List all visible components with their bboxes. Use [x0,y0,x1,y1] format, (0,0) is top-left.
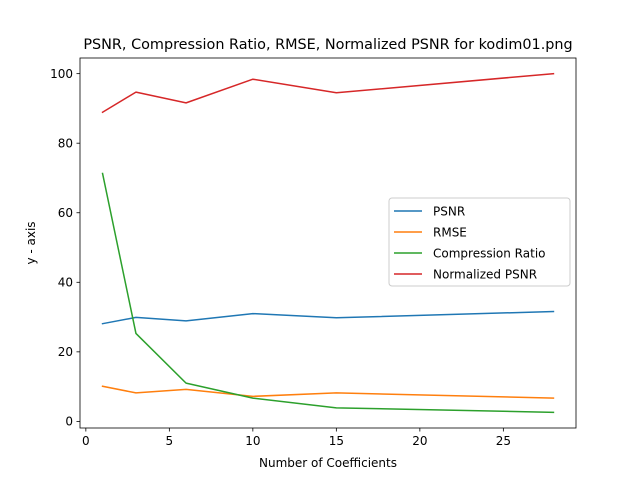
x-tick-label-2: 10 [245,434,260,448]
y-tick-label-1: 20 [58,345,73,359]
legend-label-2: Compression Ratio [433,246,546,260]
y-tick-label-4: 80 [58,136,73,150]
x-tick-label-1: 5 [166,434,174,448]
chart-title: PSNR, Compression Ratio, RMSE, Normalize… [83,37,572,53]
y-axis: 0 20 40 60 80 100 [50,67,80,429]
y-axis-label: y - axis [24,221,38,264]
series-line-0 [101,310,555,325]
x-tick-label-5: 25 [496,434,511,448]
legend-label-1: RMSE [433,225,467,239]
y-tick-label-2: 40 [58,275,73,289]
y-tick-label-3: 60 [58,206,73,220]
x-tick-label-4: 20 [412,434,427,448]
x-tick-label-0: 0 [82,434,90,448]
x-axis-label: Number of Coefficients [259,456,397,470]
legend-label-3: Normalized PSNR [433,267,537,281]
x-axis: 0 5 10 15 20 25 [82,428,511,448]
series-line-2 [101,172,555,414]
y-tick-label-5: 100 [50,67,73,81]
plot-frame [79,57,577,429]
legend: PSNR RMSE Compression Ratio Normalized PSNR [388,197,571,287]
y-tick-label-0: 0 [65,415,73,429]
legend-box [388,197,571,287]
series-line-3 [101,72,555,114]
plot-area [101,72,555,414]
x-tick-label-3: 15 [329,434,344,448]
legend-label-0: PSNR [433,204,465,218]
series-line-1 [101,385,555,399]
